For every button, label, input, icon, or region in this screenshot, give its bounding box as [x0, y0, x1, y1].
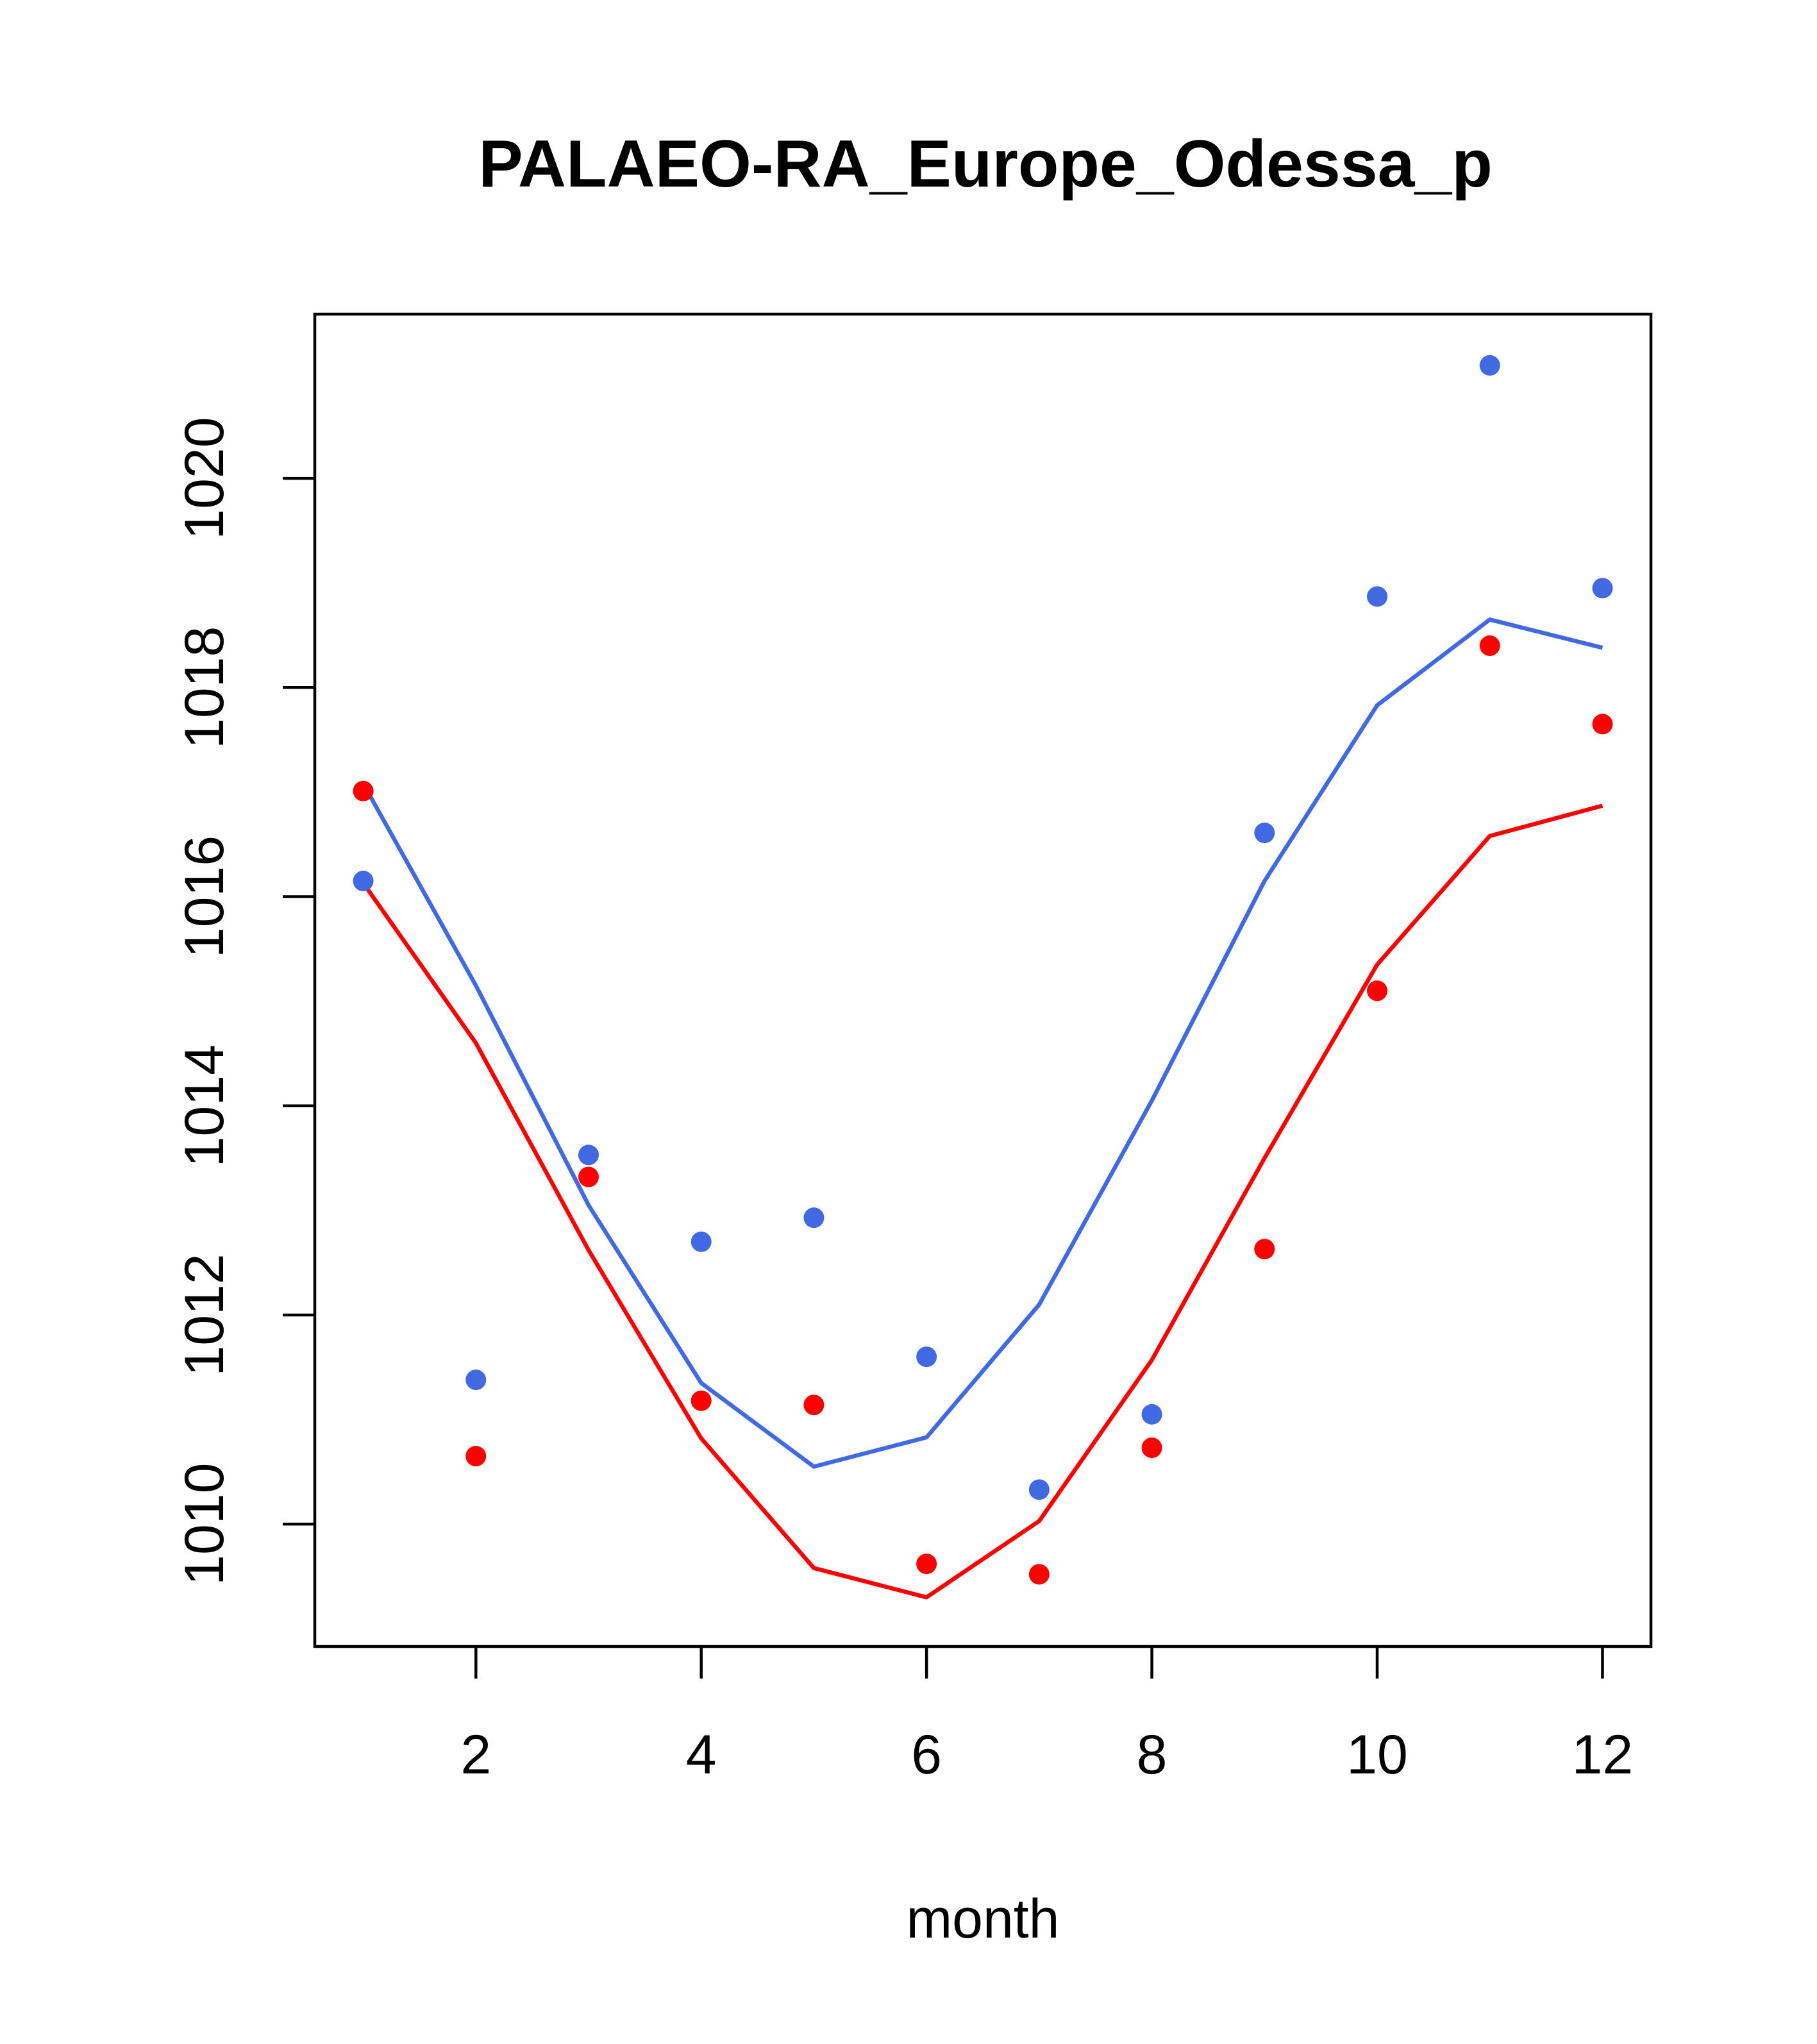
blue-points-point	[465, 1370, 487, 1391]
x-tick-label: 2	[460, 1724, 491, 1786]
blue-points-point	[1028, 1479, 1050, 1500]
series-lines	[361, 617, 1603, 1600]
blue-points-point	[353, 871, 374, 892]
blue-points-point	[1479, 355, 1500, 376]
blue-points-point	[691, 1231, 712, 1252]
red-points-point	[1367, 980, 1388, 1001]
blue-points-point	[578, 1144, 599, 1166]
plot-frame	[313, 312, 1653, 1648]
y-tick-label: 1018	[174, 626, 235, 749]
y-tick-label: 1012	[174, 1253, 235, 1376]
series-points	[353, 355, 1613, 1585]
red-points-point	[916, 1554, 937, 1575]
x-tick-label: 6	[911, 1724, 942, 1786]
red-points-point	[1592, 714, 1613, 735]
red-points-point	[1028, 1564, 1050, 1585]
red-points-point	[803, 1395, 825, 1416]
red-points-point	[1479, 635, 1500, 657]
x-tick-label: 4	[686, 1724, 717, 1786]
blue-points-point	[803, 1207, 825, 1228]
x-tick-label: 8	[1137, 1724, 1168, 1786]
x-axis-label: month	[906, 1888, 1059, 1950]
red-points-point	[578, 1166, 599, 1187]
y-tick-label: 1014	[174, 1044, 235, 1167]
y-tick-label: 1020	[174, 417, 235, 539]
red-points-point	[353, 780, 374, 801]
blue-points-point	[1141, 1403, 1162, 1425]
red-points-point	[691, 1390, 712, 1411]
y-tick-label: 1010	[174, 1462, 235, 1585]
blue-points-point	[1592, 578, 1613, 599]
blue-points-point	[1367, 586, 1388, 607]
y-tick-label: 1016	[174, 835, 235, 958]
red-line	[361, 803, 1603, 1600]
blue-points-point	[916, 1346, 937, 1368]
blue-points-point	[1254, 823, 1275, 844]
y-axis: 1010 1012 1014 1016 1018 1020	[174, 417, 315, 1586]
red-points-point	[465, 1446, 487, 1467]
red-points-point	[1141, 1437, 1162, 1459]
x-tick-label: 12	[1572, 1724, 1634, 1786]
x-axis: 2 4 6 8 10 12	[460, 1646, 1633, 1786]
x-tick-label: 10	[1346, 1724, 1408, 1786]
blue-line	[361, 617, 1603, 1469]
red-points-point	[1254, 1239, 1275, 1260]
chart-title: PALAEO-RA_Europe_Odessa_p	[478, 127, 1493, 201]
